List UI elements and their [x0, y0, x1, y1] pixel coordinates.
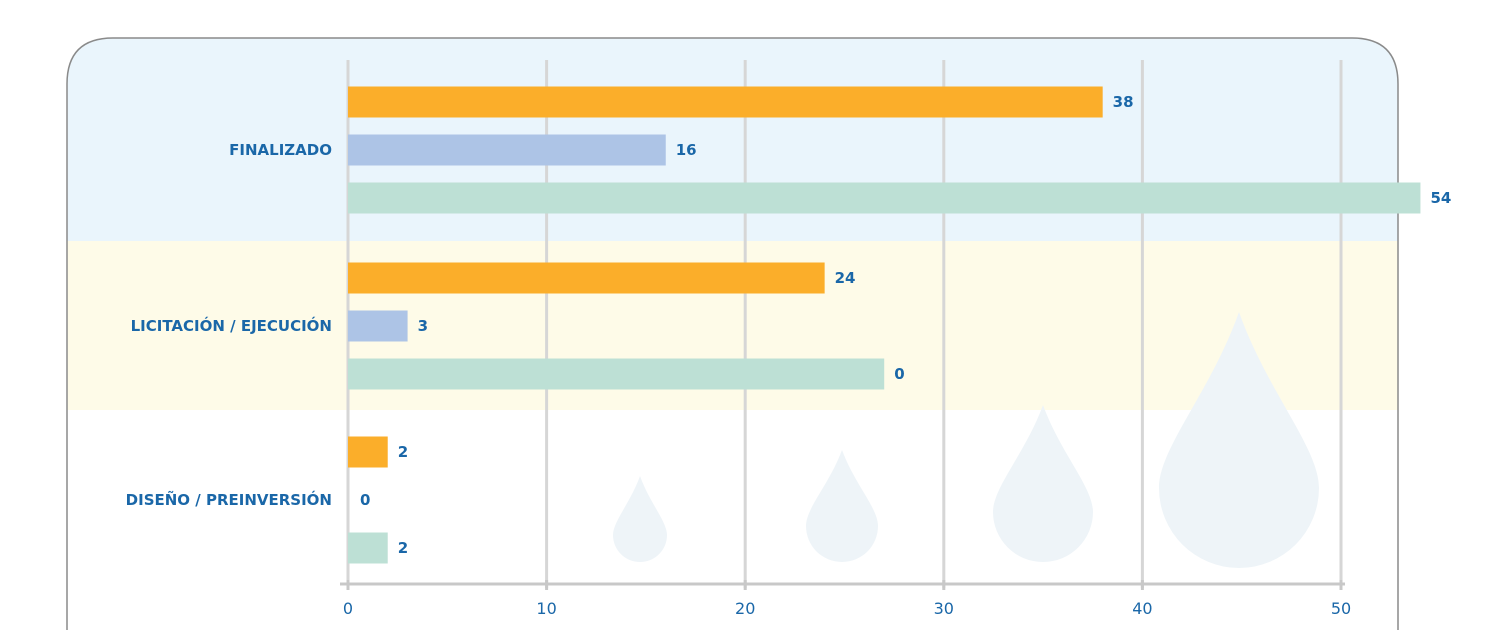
water-drop-icon [1159, 312, 1319, 568]
water-drop-icon [613, 476, 667, 562]
bar-value-label: 16 [676, 141, 697, 159]
bar-value-label: 2 [398, 539, 408, 557]
x-tick-label: 10 [536, 599, 556, 618]
bar [348, 358, 885, 390]
water-drop-icon [993, 405, 1093, 562]
x-tick-label: 50 [1331, 599, 1351, 618]
decorative-drops [613, 312, 1319, 568]
chart-frame [66, 37, 1399, 630]
x-tick-label: 40 [1132, 599, 1152, 618]
bar [348, 310, 408, 342]
bar-value-label: 54 [1430, 189, 1451, 207]
bar-value-label: 24 [835, 269, 856, 287]
x-tick-label: 20 [735, 599, 755, 618]
bar [348, 134, 666, 166]
bar [348, 182, 1421, 214]
bar-value-label: 0 [894, 365, 904, 383]
bar-value-label: 38 [1113, 93, 1134, 111]
bar [348, 86, 1103, 118]
category-label: LICITACIÓN / EJECUCIÓN [131, 316, 332, 335]
bar-value-label: 2 [398, 443, 408, 461]
x-tick-label: 0 [343, 599, 353, 618]
category-label: DISEÑO / PREINVERSIÓN [126, 490, 332, 509]
bar [348, 436, 388, 468]
x-tick-label: 30 [934, 599, 954, 618]
category-label: FINALIZADO [229, 141, 332, 159]
bar-value-label: 3 [418, 317, 428, 335]
bar [348, 532, 388, 564]
bar-value-label: 0 [360, 491, 370, 509]
bar [348, 262, 825, 294]
water-drop-icon [806, 450, 878, 562]
